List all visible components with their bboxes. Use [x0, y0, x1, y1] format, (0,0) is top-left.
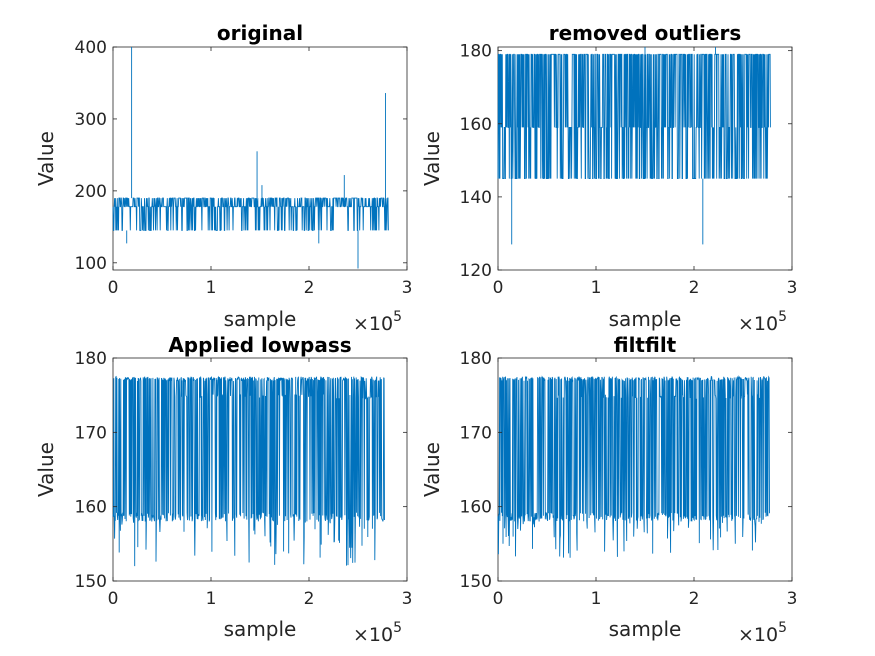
x-tick-label: 1	[591, 278, 602, 298]
y-tick-label: 150	[460, 572, 492, 592]
y-tick-label: 180	[75, 349, 107, 369]
x-tick-label: 2	[304, 278, 315, 298]
x-axis-multiplier: ×105	[353, 620, 402, 646]
y-axis-label: Value	[420, 442, 444, 497]
x-multiplier-exponent: 5	[778, 620, 787, 636]
x-axis-label: sample	[609, 617, 682, 641]
signal-trace	[112, 375, 385, 567]
x-tick-label: 2	[689, 589, 700, 609]
subplot-title: filtfilt	[614, 333, 677, 357]
y-tick-label: 170	[75, 423, 107, 443]
x-axis-multiplier: ×105	[738, 620, 787, 646]
trace-layer	[497, 375, 770, 558]
y-tick-label: 160	[75, 498, 107, 518]
y-tick-label: 200	[75, 182, 107, 202]
x-multiplier-base: ×10	[353, 313, 393, 335]
x-axis-label: sample	[224, 617, 297, 641]
signal-trace	[497, 53, 771, 180]
x-tick-label: 1	[206, 278, 217, 298]
y-tick-label: 400	[75, 38, 107, 58]
ticks-layer: 0 1 2 3 120 140 160 180	[460, 42, 798, 298]
x-axis-multiplier: ×105	[353, 309, 402, 335]
x-axis-label: sample	[609, 307, 682, 331]
x-multiplier-exponent: 5	[393, 620, 402, 636]
y-tick-label: 120	[460, 261, 492, 281]
y-tick-label: 300	[75, 110, 107, 130]
axes-frame	[112, 46, 408, 271]
subplot-title: removed outliers	[549, 21, 741, 45]
x-tick-label: 3	[787, 589, 798, 609]
subplot-title: original	[217, 21, 303, 45]
y-axis-label: Value	[34, 131, 58, 186]
x-tick-label: 1	[206, 589, 217, 609]
x-tick-label: 0	[493, 589, 504, 609]
x-tick-label: 3	[787, 278, 798, 298]
x-multiplier-base: ×10	[738, 624, 778, 646]
trace-layer	[112, 375, 385, 567]
y-tick-label: 170	[460, 423, 492, 443]
x-multiplier-exponent: 5	[778, 309, 787, 325]
x-tick-label: 2	[304, 589, 315, 609]
signal-trace	[112, 197, 389, 231]
x-axis-multiplier: ×105	[738, 309, 787, 335]
y-axis-label: Value	[34, 442, 58, 497]
x-tick-label: 0	[108, 278, 119, 298]
ticks-layer: 0 1 2 3 150 160 170 180	[75, 349, 413, 609]
x-tick-label: 0	[493, 278, 504, 298]
trace-layer	[497, 47, 771, 245]
y-tick-label: 180	[460, 42, 492, 62]
x-tick-label: 0	[108, 589, 119, 609]
y-tick-label: 160	[460, 498, 492, 518]
subplot-filtfilt: filtfilt 0 1 2 3 150 160 170 180 sample Value ×…	[420, 333, 797, 646]
signal-trace	[497, 375, 770, 558]
x-axis-label: sample	[224, 307, 297, 331]
y-tick-label: 140	[460, 188, 492, 208]
x-tick-label: 3	[402, 278, 413, 298]
y-tick-label: 180	[460, 349, 492, 369]
y-tick-label: 150	[75, 572, 107, 592]
x-multiplier-base: ×10	[738, 313, 778, 335]
ticks-layer: 0 1 2 3 150 160 170 180	[460, 349, 798, 609]
ticks-layer: 0 1 2 3 100 200 300 400	[75, 38, 413, 298]
y-tick-label: 100	[75, 254, 107, 274]
trace-layer	[112, 47, 389, 269]
y-axis-label: Value	[420, 131, 444, 186]
x-tick-label: 2	[689, 278, 700, 298]
x-tick-label: 3	[402, 589, 413, 609]
x-multiplier-base: ×10	[353, 624, 393, 646]
subplot-removed-outliers: removed outliers 0 1 2 3 120 140 160 180 sample…	[420, 21, 797, 335]
subplot-title: Applied lowpass	[168, 333, 351, 357]
subplot-original: original 0 1 2 3 100 200 300 400 sample Value ×…	[34, 21, 412, 335]
x-multiplier-exponent: 5	[393, 309, 402, 325]
x-tick-label: 1	[591, 589, 602, 609]
y-tick-label: 160	[460, 115, 492, 135]
